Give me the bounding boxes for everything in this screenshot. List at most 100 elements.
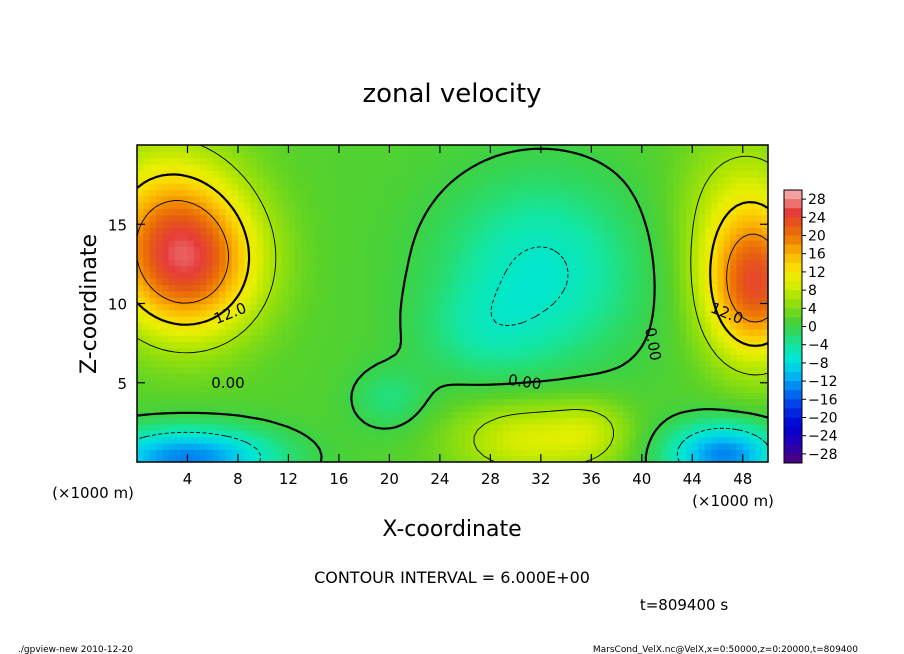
heat-cell <box>256 449 264 457</box>
heat-cell <box>566 385 573 393</box>
heat-cell <box>193 195 201 203</box>
heat-cell <box>376 265 384 273</box>
heat-cell <box>376 214 384 222</box>
heat-cell <box>610 335 618 343</box>
heat-cell <box>370 145 378 152</box>
heat-cell <box>250 309 258 317</box>
heat-cell <box>566 151 573 159</box>
heat-cell <box>465 316 473 324</box>
heat-cell <box>730 278 738 286</box>
heat-cell <box>389 208 397 216</box>
heat-cell <box>622 176 630 184</box>
heat-cell <box>408 202 416 209</box>
heat-cell <box>641 423 649 431</box>
heat-cell <box>187 214 195 222</box>
heat-cell <box>484 164 491 171</box>
heat-cell <box>174 227 182 235</box>
heat-cell <box>256 411 264 419</box>
heat-cell <box>326 442 334 450</box>
heat-cell <box>730 309 738 317</box>
heat-cell <box>408 341 416 349</box>
heat-cell <box>553 449 561 457</box>
heat-cell <box>174 221 182 229</box>
heat-cell <box>193 354 201 362</box>
heat-cell <box>439 328 447 336</box>
heat-cell <box>193 284 201 292</box>
heat-cell <box>351 417 359 425</box>
heat-cell <box>572 328 580 336</box>
heat-cell <box>143 202 151 209</box>
heat-cell <box>181 170 189 178</box>
heat-cell <box>345 354 353 362</box>
heat-cell <box>534 195 542 203</box>
heat-cell <box>446 246 454 254</box>
heat-cell <box>742 385 750 393</box>
heat-cell <box>187 366 195 374</box>
heat-cell <box>364 271 372 279</box>
heat-cell <box>332 455 340 462</box>
heat-cell <box>181 227 189 235</box>
heat-cell <box>187 316 195 324</box>
heat-cell <box>761 208 768 216</box>
heat-cell <box>547 316 555 324</box>
heat-cell <box>345 309 353 317</box>
heat-cell <box>698 322 706 330</box>
heat-cell <box>225 341 233 349</box>
heat-cell <box>484 271 491 279</box>
heat-cell <box>723 455 731 462</box>
heat-cell <box>723 271 731 279</box>
heat-cell <box>610 404 618 412</box>
heat-cell <box>256 221 264 229</box>
heat-cell <box>212 265 220 273</box>
heat-cell <box>313 430 321 438</box>
heat-cell <box>742 240 750 248</box>
heat-cell <box>692 354 700 362</box>
heat-cell <box>566 176 573 184</box>
heat-cell <box>534 335 542 343</box>
heat-cell <box>395 214 403 222</box>
heat-cell <box>673 189 681 197</box>
heat-cell <box>225 151 233 159</box>
heat-cell <box>509 271 517 279</box>
heat-cell <box>622 366 630 374</box>
heat-cell <box>578 208 586 216</box>
heat-cell <box>559 297 567 305</box>
heat-cell <box>540 309 548 317</box>
heat-cell <box>137 417 144 425</box>
heat-cell <box>610 183 618 190</box>
heat-cell <box>648 271 656 279</box>
heat-cell <box>458 259 466 267</box>
heat-cell <box>553 208 561 216</box>
heat-cell <box>408 360 416 368</box>
heat-cell <box>755 189 763 197</box>
heat-cell <box>717 183 725 190</box>
heat-cell <box>572 398 580 406</box>
heat-cell <box>244 328 252 336</box>
heat-cell <box>477 246 485 254</box>
heat-cell <box>427 176 435 184</box>
heat-cell <box>496 366 504 374</box>
heat-cell <box>528 183 536 190</box>
heat-cell <box>742 278 750 286</box>
heat-cell <box>351 259 359 267</box>
heat-cell <box>528 449 536 457</box>
heat-cell <box>414 417 422 425</box>
heat-cell <box>458 221 466 229</box>
heat-cell <box>269 322 277 330</box>
heat-cell <box>376 436 384 444</box>
heat-cell <box>219 360 226 368</box>
heat-cell <box>749 252 756 260</box>
heat-cell <box>237 240 245 248</box>
heat-cell <box>679 183 687 190</box>
heat-cell <box>383 221 390 229</box>
heat-cell <box>181 214 189 222</box>
heat-cell <box>597 449 605 457</box>
heat-cell <box>635 341 643 349</box>
heat-cell <box>452 385 460 393</box>
heat-cell <box>219 170 226 178</box>
heat-cell <box>414 423 422 431</box>
heat-cell <box>566 214 573 222</box>
heat-cell <box>629 309 637 317</box>
heat-cell <box>162 373 170 381</box>
heat-cell <box>439 430 447 438</box>
